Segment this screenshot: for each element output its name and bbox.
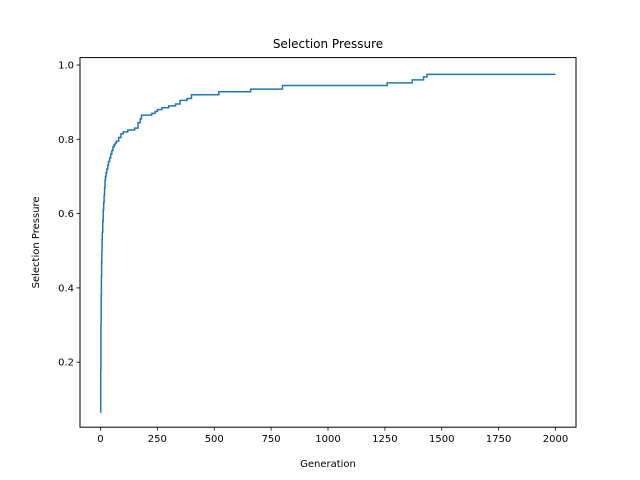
x-axis-label: Generation bbox=[300, 459, 356, 470]
y-tick-label: 0.6 bbox=[58, 209, 74, 220]
y-axis-label: Selection Pressure bbox=[31, 196, 42, 288]
y-axis-ticks: 0.2 0.4 0.6 0.8 1.0 bbox=[58, 61, 80, 369]
x-tick-label: 750 bbox=[262, 434, 281, 445]
series-line bbox=[99, 73, 556, 414]
x-tick-label: 1250 bbox=[372, 434, 397, 445]
y-tick-label: 0.8 bbox=[58, 135, 74, 146]
x-tick-label: 1500 bbox=[429, 434, 454, 445]
x-tick-label: 250 bbox=[148, 434, 167, 445]
chart-title: Selection Pressure bbox=[273, 37, 383, 51]
series-layer bbox=[99, 73, 556, 414]
y-tick-label: 0.4 bbox=[58, 283, 74, 294]
x-tick-label: 1000 bbox=[315, 434, 340, 445]
x-tick-label: 1750 bbox=[486, 434, 511, 445]
x-tick-label: 2000 bbox=[543, 434, 568, 445]
x-axis-ticks: 0 250 500 750 1000 1250 1500 1750 2000 bbox=[97, 427, 568, 445]
plot-area bbox=[80, 57, 576, 428]
y-tick-label: 0.2 bbox=[58, 358, 74, 369]
plot-frame bbox=[79, 57, 577, 428]
y-tick-label: 1.0 bbox=[58, 61, 74, 72]
x-tick-label: 500 bbox=[205, 434, 224, 445]
x-tick-label: 0 bbox=[97, 434, 103, 445]
